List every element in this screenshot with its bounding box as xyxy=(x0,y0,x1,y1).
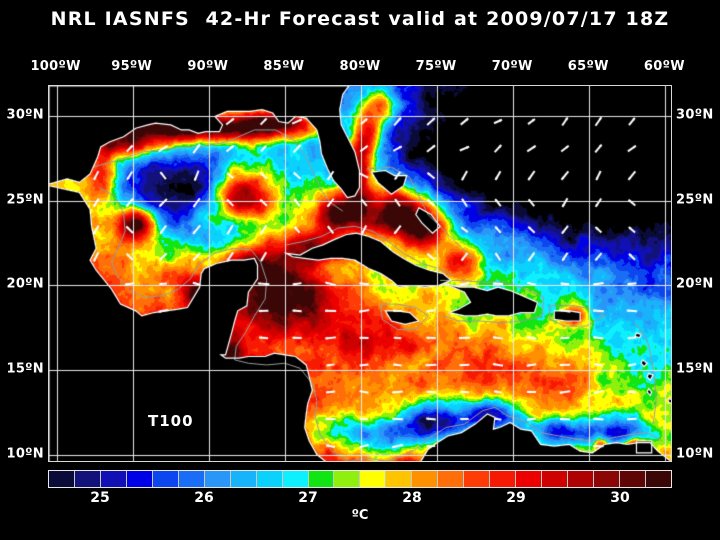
lat-tick-label: 30ºN xyxy=(6,107,44,123)
lon-tick-label: 85ºW xyxy=(263,59,305,74)
lat-tick-label: 10ºN xyxy=(6,446,44,462)
colorbar[interactable] xyxy=(48,470,672,488)
colorbar-cell xyxy=(178,471,205,487)
colorbar-tick-label: 29 xyxy=(506,490,526,506)
lon-tick-label: 60ºW xyxy=(643,59,685,74)
colorbar-cell xyxy=(360,471,387,487)
colorbar-tick-label: 26 xyxy=(194,490,214,506)
field-label-t100: T100 xyxy=(148,412,194,430)
colorbar-cell xyxy=(386,471,413,487)
colorbar-tick-label: 28 xyxy=(402,490,422,506)
lat-tick-label: 25ºN xyxy=(676,192,714,208)
colorbar-cell xyxy=(126,471,153,487)
colorbar-tick-label: 25 xyxy=(90,490,110,506)
lon-tick-label: 65ºW xyxy=(567,59,609,74)
map-inner xyxy=(49,86,671,461)
colorbar-cell xyxy=(256,471,283,487)
colorbar-cell xyxy=(438,471,465,487)
colorbar-cell xyxy=(100,471,127,487)
map-overlay-canvas xyxy=(49,86,671,461)
colorbar-unit-label: ºC xyxy=(351,508,369,523)
colorbar-cell xyxy=(568,471,595,487)
lat-tick-label: 20ºN xyxy=(6,276,44,292)
lat-tick-label: 10ºN xyxy=(676,446,714,462)
figure-title: NRL IASNFS 42-Hr Forecast valid at 2009/… xyxy=(50,8,670,30)
lat-tick-label: 25ºN xyxy=(6,192,44,208)
lon-tick-label: 95ºW xyxy=(111,59,153,74)
lon-tick-label: 100ºW xyxy=(30,59,81,74)
colorbar-cell xyxy=(464,471,491,487)
colorbar-cell xyxy=(490,471,517,487)
lon-tick-label: 70ºW xyxy=(491,59,533,74)
lon-tick-label: 80ºW xyxy=(339,59,381,74)
colorbar-cell xyxy=(594,471,620,487)
lat-tick-label: 20ºN xyxy=(676,276,714,292)
colorbar-cell xyxy=(308,471,335,487)
lat-tick-label: 30ºN xyxy=(676,107,714,123)
lat-tick-label: 15ºN xyxy=(676,361,714,377)
colorbar-cell xyxy=(282,471,309,487)
colorbar-cell xyxy=(152,471,179,487)
colorbar-cell xyxy=(542,471,569,487)
colorbar-cell xyxy=(645,471,671,487)
colorbar-cell xyxy=(619,471,646,487)
colorbar-tick-label: 27 xyxy=(298,490,318,506)
colorbar-cell xyxy=(412,471,439,487)
map-plot-area[interactable] xyxy=(48,85,672,462)
colorbar-cell xyxy=(230,471,257,487)
colorbar-cell xyxy=(516,471,543,487)
lon-tick-label: 75ºW xyxy=(415,59,457,74)
colorbar-cell xyxy=(49,471,75,487)
colorbar-cell xyxy=(334,471,361,487)
colorbar-cell xyxy=(74,471,101,487)
colorbar-cell xyxy=(204,471,231,487)
colorbar-tick-label: 30 xyxy=(610,490,630,506)
lat-tick-label: 15ºN xyxy=(6,361,44,377)
lon-tick-label: 90ºW xyxy=(187,59,229,74)
